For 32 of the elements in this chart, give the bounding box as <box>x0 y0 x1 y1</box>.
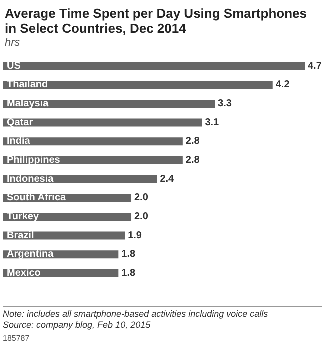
y-tick-label: Mexico <box>7 268 41 279</box>
data-label: 2.4 <box>160 174 175 185</box>
data-label: 1.8 <box>122 268 136 279</box>
data-label: 2.8 <box>186 154 200 166</box>
data-label: 3.1 <box>205 117 220 128</box>
data-label: 4.2 <box>276 80 290 91</box>
text: Note: includes all smartphone-based activities including voice calls <box>3 309 270 320</box>
y-tick-label: India <box>7 136 31 148</box>
data-label: 1.8 <box>122 249 136 260</box>
y-tick-label: Brazil <box>7 230 34 242</box>
y-tick-label: Philippines <box>7 154 61 166</box>
data-label: 2.0 <box>134 192 149 204</box>
data-label: 2.0 <box>134 211 149 222</box>
y-tick-label: Malaysia <box>7 98 50 110</box>
y-tick-label: Thailand <box>7 80 48 91</box>
data-label: 4.7 <box>308 60 322 72</box>
y-tick-label: Argentina <box>7 249 54 260</box>
bar <box>3 62 305 70</box>
chart-subtitle: hrs <box>4 36 22 51</box>
bar <box>3 81 273 90</box>
bar <box>3 118 202 127</box>
chart-title: Average Time Spent per Day Using Smartphones in Select Countries, Dec 2014 <box>4 5 308 36</box>
y-tick-label: South Africa <box>7 192 67 204</box>
y-tick-label: Qatar <box>7 117 34 128</box>
y-tick-label: US <box>7 60 22 72</box>
text: 185787 <box>3 333 31 344</box>
y-tick-label: Indonesia <box>7 174 54 185</box>
source-note: Source: company blog, Feb 10, 2015 <box>3 320 152 331</box>
data-label: 3.3 <box>218 98 232 110</box>
data-label: 2.8 <box>186 136 200 148</box>
bar <box>3 138 183 146</box>
data-label: 1.9 <box>128 230 142 242</box>
